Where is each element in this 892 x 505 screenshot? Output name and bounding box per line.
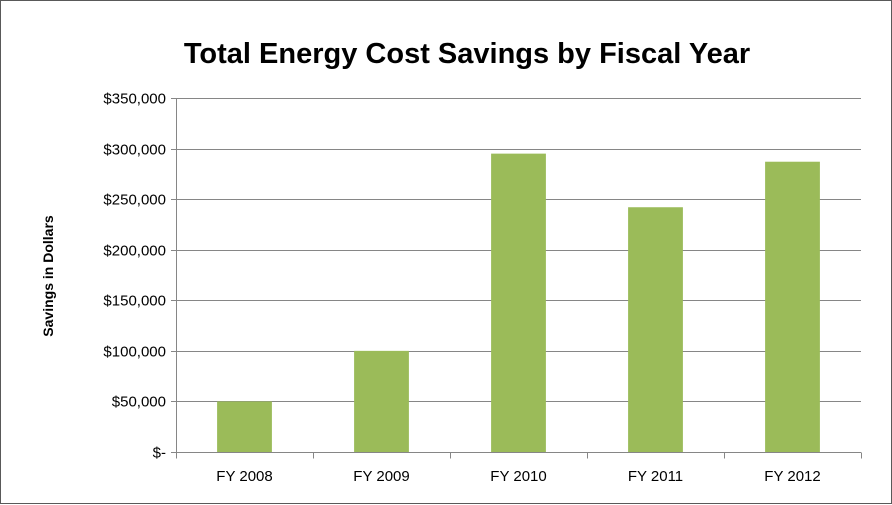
x-tick-label: FY 2009 — [353, 468, 409, 485]
chart-title: Total Energy Cost Savings by Fiscal Year — [184, 38, 750, 70]
y-tick-label: $- — [153, 445, 166, 462]
y-tick-label: $200,000 — [103, 243, 166, 260]
bar-fy-2009 — [354, 350, 409, 452]
y-axis-label: Savings in Dollars — [40, 215, 56, 337]
bar-fy-2012 — [765, 161, 820, 452]
axes — [171, 98, 862, 459]
y-tick-label: $250,000 — [103, 192, 166, 209]
x-tick-label: FY 2011 — [628, 468, 683, 485]
x-tick-label: FY 2008 — [216, 468, 272, 485]
x-axis-ticks: FY 2008 FY 2009 FY 2010 FY 2011 FY 2012 — [216, 468, 820, 485]
bars — [217, 153, 820, 452]
bar-fy-2010 — [491, 153, 546, 452]
bar-fy-2008 — [217, 401, 272, 452]
y-tick-label: $50,000 — [112, 394, 166, 411]
y-axis-ticks: $- $50,000 $100,000 $150,000 $200,000 $250,00… — [103, 91, 166, 462]
y-tick-label: $150,000 — [103, 293, 166, 310]
y-tick-label: $300,000 — [103, 142, 166, 159]
y-tick-label: $100,000 — [103, 344, 166, 361]
x-tick-label: FY 2012 — [764, 468, 820, 485]
x-tick-label: FY 2010 — [490, 468, 546, 485]
bar-fy-2011 — [628, 207, 683, 452]
y-tick-label: $350,000 — [103, 91, 166, 108]
